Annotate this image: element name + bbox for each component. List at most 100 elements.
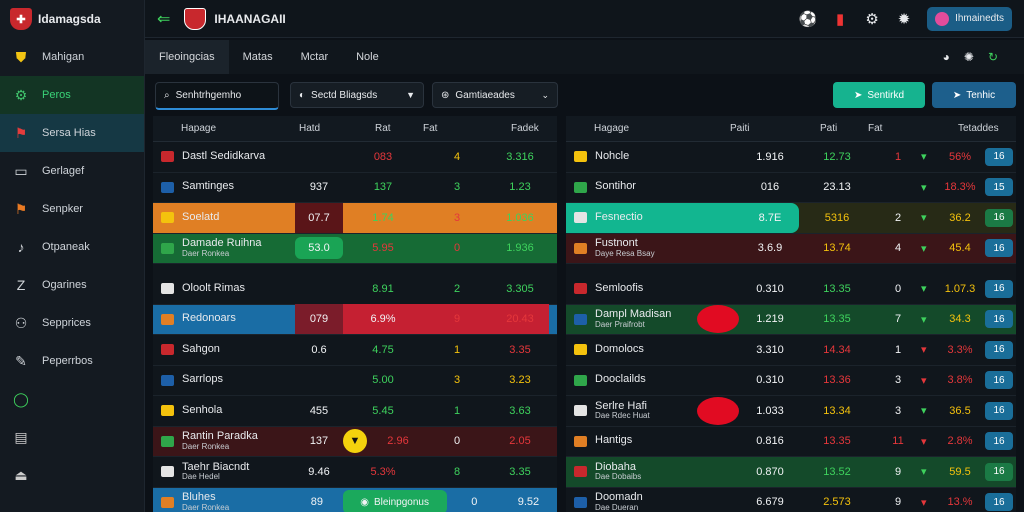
brand[interactable]: ✚ Idamagsda bbox=[0, 0, 144, 38]
team-sub-text: Daye Resa Bsay bbox=[595, 248, 655, 258]
table-row[interactable]: Bluhes Daer Ronkea 89 ◉ Bleinpgonus 0 9.52 bbox=[153, 487, 557, 512]
table-row[interactable]: Dooclailds 0.310 13.36 3 ▾ 3.8% 16 bbox=[566, 366, 1016, 396]
table-row[interactable]: Sahgon 0.6 4.75 1 3.35 bbox=[153, 335, 557, 366]
sidebar-item[interactable]: ⚙ Peros bbox=[0, 76, 144, 114]
sidebar-item[interactable]: ⚑ Senpker bbox=[0, 190, 144, 228]
team-name: Nohcle bbox=[595, 150, 695, 163]
table-row[interactable]: Diobaha Dae Dobaibs 0.870 13.52 9 ▾ 59.5 16 bbox=[566, 457, 1016, 488]
sidebar-item[interactable]: ♪ Otpaneak bbox=[0, 228, 144, 266]
col-header[interactable]: Paiti bbox=[730, 123, 750, 134]
green-action-button[interactable]: ◉ Bleinpgonus bbox=[342, 490, 447, 512]
team-name: Hantigs bbox=[595, 435, 695, 447]
primary-button[interactable]: ➤ Sentirkd bbox=[833, 82, 925, 108]
odds-pill-button[interactable]: 15 bbox=[985, 178, 1013, 197]
sidebar-item[interactable]: Z Ogarines bbox=[0, 266, 144, 304]
table-row[interactable]: Samtinges 937 137 3 1.23 bbox=[153, 173, 557, 203]
col-header[interactable]: Hapage bbox=[181, 123, 217, 134]
cell-value: 0.816 bbox=[756, 435, 784, 448]
refresh-icon[interactable]: ↻ bbox=[987, 50, 998, 64]
status-check-icon: ▾ bbox=[921, 496, 927, 509]
table-row[interactable]: Senhola 455 5.45 1 3.63 bbox=[153, 396, 557, 427]
sidebar-item[interactable]: ⏏ bbox=[0, 456, 144, 494]
live-indicator-icon[interactable] bbox=[697, 396, 739, 425]
sidebar-item[interactable]: ✎ Peperrbos bbox=[0, 342, 144, 380]
shield-icon: ⛊ bbox=[15, 48, 27, 65]
team-name-text: Sontihor bbox=[595, 180, 636, 193]
live-indicator-icon[interactable] bbox=[697, 305, 739, 334]
gear-small-icon[interactable]: ✺ bbox=[963, 50, 974, 64]
games-select[interactable]: ⊛ Gamtiaeades ⌄ bbox=[432, 82, 558, 108]
col-header[interactable]: Hagage bbox=[594, 123, 630, 134]
odds-pill-button[interactable]: 16 bbox=[985, 208, 1013, 227]
warning-icon[interactable]: ▼ bbox=[343, 429, 367, 454]
team-crest-icon bbox=[574, 242, 587, 254]
table-row[interactable]: Semloofis 0.310 13.35 0 ▾ 1.07.3 16 bbox=[566, 274, 1016, 305]
team-name: Serlre Hafi Dae Rdec Huat bbox=[595, 400, 695, 421]
table-row[interactable]: Oloolt Rimas 8.91 2 3.305 bbox=[153, 274, 557, 305]
flag-icon[interactable]: ▮ bbox=[835, 10, 845, 28]
gear-icon[interactable]: ⚙ bbox=[865, 10, 879, 28]
odds-pill-button[interactable]: 16 bbox=[985, 147, 1013, 166]
col-header[interactable]: Fat bbox=[423, 123, 438, 134]
team-sub-text: Daer Ronkea bbox=[182, 502, 230, 512]
odds-pill-button[interactable]: 16 bbox=[985, 340, 1013, 359]
sidebar-item[interactable]: ⚇ Sepprices bbox=[0, 304, 144, 342]
sidebar-item[interactable]: ⛊ Mahigan bbox=[0, 38, 144, 76]
table-row[interactable]: Redonoars 079 6.9% 9 20.43 bbox=[153, 304, 557, 335]
odds-pill-button[interactable]: 16 bbox=[985, 239, 1013, 258]
table-row[interactable]: Nohcle 1.916 12.73 1 ▾ 56% 16 bbox=[566, 142, 1016, 173]
table-row[interactable]: Dastl Sedidkarva 083 4 3.316 bbox=[153, 142, 557, 173]
sidebar-item[interactable]: ▭ Gerlagef bbox=[0, 152, 144, 190]
back-arrow-icon[interactable]: ⇐ bbox=[157, 10, 171, 28]
col-header[interactable]: Fadek bbox=[511, 123, 539, 134]
secondary-button[interactable]: ➤ Tenhic bbox=[932, 82, 1016, 108]
col-header[interactable]: Pati bbox=[820, 123, 838, 134]
user-button[interactable]: Ihmainedts bbox=[927, 6, 1012, 31]
settings-icon[interactable]: ✹ bbox=[897, 10, 911, 28]
odds-pill-button[interactable]: 16 bbox=[985, 371, 1013, 390]
table-row[interactable]: Taehr Biacndt Dae Hedel 9.46 5.3% 8 3.35 bbox=[153, 457, 557, 488]
table-row[interactable]: Sontihor 016 23.13 ▾ 18.3% 15 bbox=[566, 173, 1016, 203]
odds-pill-button[interactable]: 16 bbox=[985, 462, 1013, 481]
tab-bar: Fleoingcias Matas Mctar Nole ◕ ✺ ↻ bbox=[145, 40, 1024, 74]
team-name-text: Fesnectio bbox=[595, 210, 643, 223]
col-header[interactable]: Rat bbox=[375, 123, 391, 134]
league-select[interactable]: ◐ Sectd Bliagsds ▼ bbox=[290, 82, 424, 108]
table-row[interactable]: Fustnont Daye Resa Bsay 3.6.9 13.74 4 ▾ 45.4 16 bbox=[566, 233, 1016, 264]
table-row[interactable]: Damade Ruihna Daer Ronkea 53.0 5.95 0 1.936 bbox=[153, 233, 557, 264]
sidebar-item[interactable]: ⚑ Sersa Hias bbox=[0, 114, 144, 152]
col-header[interactable]: Hatd bbox=[299, 123, 321, 134]
team-crest-icon bbox=[574, 405, 587, 417]
tab[interactable]: Matas bbox=[242, 51, 273, 63]
tab[interactable]: Fleoingcias bbox=[145, 40, 229, 74]
table-row[interactable]: Soelatd 07.7 1.74 3 1.036 bbox=[153, 202, 557, 234]
team-name-text: Samtinges bbox=[182, 180, 234, 193]
search-input[interactable]: ⌕ Senhtrhgemho bbox=[155, 82, 279, 110]
team-name-text: Redonoars bbox=[182, 312, 236, 325]
table-row[interactable]: Fesnectio 8.7E 5316 2 ▾ 36.2 16 bbox=[566, 202, 1016, 234]
tab[interactable]: Nole bbox=[356, 51, 379, 63]
table-row[interactable]: Serlre Hafi Dae Rdec Huat 1.033 13.34 3 ▾ 36.5… bbox=[566, 396, 1016, 427]
sidebar-item[interactable]: ▤ bbox=[0, 418, 144, 456]
globe-icon[interactable]: ◕ bbox=[942, 50, 950, 64]
odds-pill-button[interactable]: 16 bbox=[985, 432, 1013, 451]
table-row[interactable]: Domolocs 3.310 14.34 1 ▾ 3.3% 16 bbox=[566, 335, 1016, 366]
cell-value: 1 bbox=[894, 343, 902, 356]
table-row[interactable]: Doomadn Dae Dueran 6.679 2.573 9 ▾ 13.% 16 bbox=[566, 488, 1016, 512]
col-header[interactable]: Tetaddes bbox=[958, 123, 999, 134]
odds-pill-button[interactable]: 16 bbox=[985, 310, 1013, 329]
team-name-text: Doomadn bbox=[595, 491, 643, 504]
ball-icon[interactable]: ⚽ bbox=[798, 10, 818, 28]
tab[interactable]: Mctar bbox=[300, 51, 329, 63]
table-row[interactable]: Dampl Madisan Daer Praifrobt 1.219 13.35 7 ▾ 3… bbox=[566, 304, 1016, 335]
table-row[interactable]: Rantin Paradka Daer Ronkea 137 ▼ 2.96 0 2.05 bbox=[153, 426, 557, 457]
sidebar-item[interactable]: ◯ bbox=[0, 380, 144, 418]
cell-value: 59.5 bbox=[949, 465, 971, 478]
table-row[interactable]: Sarrlops 5.00 3 3.23 bbox=[153, 366, 557, 396]
odds-pill-button[interactable]: 16 bbox=[985, 493, 1013, 512]
cell-value: 4 bbox=[453, 150, 461, 163]
col-header[interactable]: Fat bbox=[868, 123, 883, 134]
table-row[interactable]: Hantigs 0.816 13.35 11 ▾ 2.8% 16 bbox=[566, 427, 1016, 457]
odds-pill-button[interactable]: 16 bbox=[985, 401, 1013, 420]
odds-pill-button[interactable]: 16 bbox=[985, 279, 1013, 298]
